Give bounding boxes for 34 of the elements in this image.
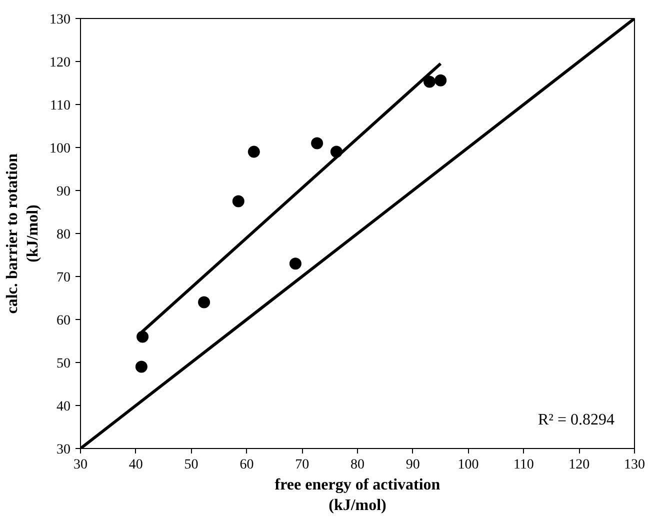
x-tick-label: 60 (240, 458, 254, 472)
y-tick-label: 100 (50, 142, 70, 156)
point (135, 360, 148, 373)
y-tick-label: 40 (56, 400, 70, 414)
y-tick-label: 30 (56, 442, 70, 458)
x-tick-label: 130 (624, 458, 645, 472)
point (434, 74, 447, 86)
y-tick-label: 120 (50, 56, 70, 70)
y-tick-label: 130 (50, 12, 70, 28)
x-tick-label: 40 (128, 458, 143, 472)
x-tick-label: 30 (74, 458, 88, 472)
x-tick-label: 110 (513, 458, 534, 472)
x-tick-label: 120 (568, 458, 590, 472)
x-tick-label: 90 (406, 458, 420, 472)
point (136, 330, 149, 343)
y-tick-label: 110 (50, 98, 71, 114)
x-tick-label: 50 (184, 458, 198, 472)
point (311, 137, 324, 150)
x-axis-title: free energy of activation (kJ/mol) (274, 476, 440, 514)
y-axis-title: calc. barrier to rotation (kJ/mol) (4, 153, 42, 314)
point (248, 146, 260, 158)
y-tick-label: 50 (56, 356, 70, 372)
y-tick-label: 80 (56, 228, 70, 242)
y-tick-label: 90 (56, 184, 70, 200)
x-tick-label: 100 (458, 458, 479, 472)
y-tick-label: 70 (56, 270, 70, 286)
point (198, 296, 210, 308)
y-tick-label: 60 (56, 314, 70, 328)
point (424, 76, 436, 88)
point (232, 195, 244, 208)
x-tick-label: 70 (295, 458, 310, 472)
point (289, 258, 302, 270)
x-tick-label: 80 (350, 458, 364, 472)
annotation: R² = 0.8294 (538, 412, 615, 428)
